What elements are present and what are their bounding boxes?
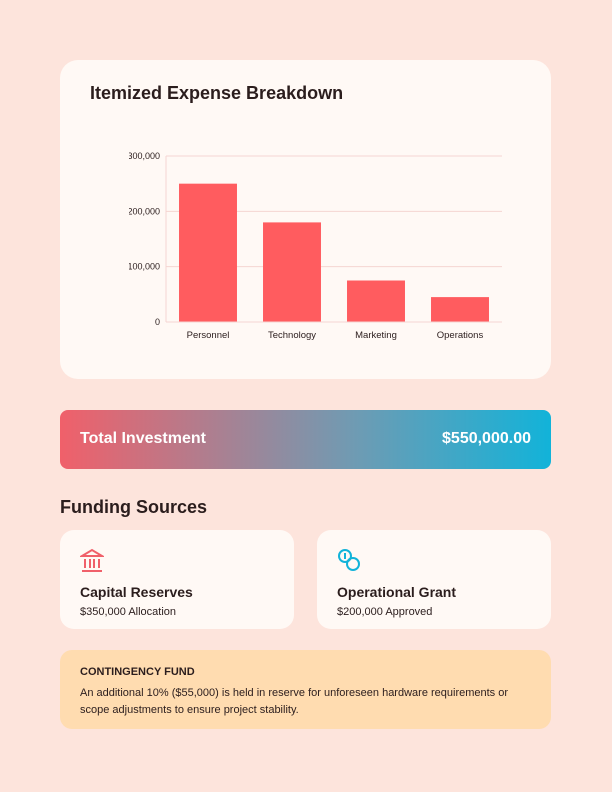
total-value: $550,000.00 (442, 430, 531, 447)
bar (263, 222, 321, 322)
funding-card: Capital Reserves $350,000 Allocation (60, 530, 294, 629)
card-detail: $200,000 Approved (337, 606, 433, 618)
total-banner: Total Investment $550,000.00 (60, 410, 551, 469)
chart: Itemized Expense Breakdown 0 100,000 200,0… (90, 83, 502, 341)
contingency-title: CONTINGENCY FUND (80, 666, 195, 678)
x-tick-label: Operations (437, 330, 484, 341)
bar (431, 297, 489, 322)
y-tick-label: 0 (155, 317, 160, 327)
y-tick-label: 200,000 (127, 206, 160, 216)
y-tick-label: 100,000 (127, 262, 160, 272)
chart-card: Itemized Expense Breakdown 0 100,000 200,0… (60, 60, 551, 379)
x-tick-label: Marketing (355, 330, 397, 341)
x-tick-label: Personnel (187, 330, 230, 341)
card-title: Capital Reserves (80, 584, 193, 600)
total-label: Total Investment (80, 430, 206, 447)
chart-title: Itemized Expense Breakdown (90, 83, 343, 103)
funding-card: Operational Grant $200,000 Approved (317, 530, 551, 629)
coins-icon (338, 549, 360, 571)
card-detail: $350,000 Allocation (80, 606, 177, 618)
x-tick-label: Technology (268, 330, 316, 341)
contingency-text: An additional 10% ($55,000) is held in r… (80, 687, 509, 716)
card-title: Operational Grant (337, 584, 457, 600)
plot: 0 100,000 200,000 300,000 Personnel Technolog… (127, 151, 502, 341)
bar (347, 280, 405, 322)
y-tick-label: 300,000 (127, 151, 160, 161)
contingency-box: CONTINGENCY FUND An additional 10% ($55,… (60, 650, 551, 729)
section-title: Funding Sources (60, 497, 208, 517)
bar (179, 183, 237, 322)
bank-icon (80, 548, 104, 572)
